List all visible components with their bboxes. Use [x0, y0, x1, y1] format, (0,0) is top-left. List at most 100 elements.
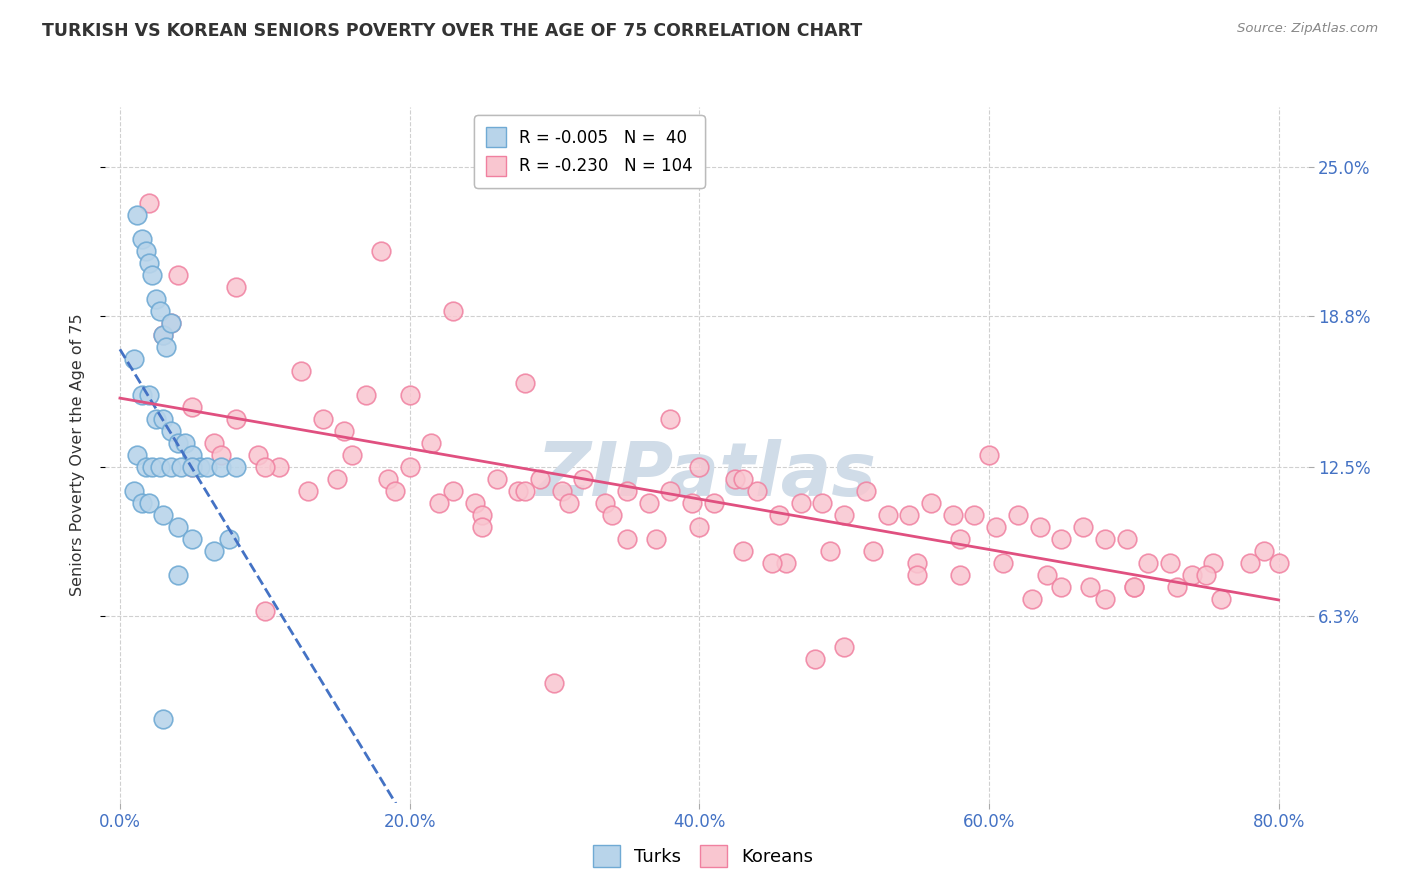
Point: [124, 483, 146, 498]
Point: [1115, 532, 1137, 546]
Point: [688, 459, 710, 474]
Point: [572, 472, 595, 486]
Point: [188, 459, 211, 474]
Point: [155, 340, 177, 354]
Point: [1021, 591, 1043, 606]
Point: [141, 268, 163, 282]
Point: [515, 483, 537, 498]
Point: [1122, 580, 1144, 594]
Point: [963, 508, 986, 522]
Point: [253, 459, 276, 474]
Text: Source: ZipAtlas.com: Source: ZipAtlas.com: [1237, 22, 1378, 36]
Point: [637, 496, 659, 510]
Point: [124, 351, 146, 366]
Point: [1267, 556, 1289, 570]
Point: [333, 424, 356, 438]
Point: [659, 483, 682, 498]
Point: [515, 376, 537, 390]
Point: [1050, 532, 1073, 546]
Point: [354, 388, 377, 402]
Point: [1253, 544, 1275, 558]
Point: [832, 508, 855, 522]
Point: [1078, 580, 1101, 594]
Point: [681, 496, 703, 510]
Point: [862, 544, 884, 558]
Point: [152, 412, 174, 426]
Point: [942, 508, 965, 522]
Point: [127, 448, 149, 462]
Point: [747, 483, 769, 498]
Point: [145, 292, 167, 306]
Point: [167, 567, 190, 582]
Point: [377, 472, 399, 486]
Text: ZIPatlas: ZIPatlas: [537, 439, 876, 512]
Point: [731, 472, 754, 486]
Point: [1195, 567, 1218, 582]
Point: [471, 520, 494, 534]
Point: [141, 459, 163, 474]
Point: [167, 268, 190, 282]
Point: [159, 459, 181, 474]
Point: [550, 483, 572, 498]
Point: [1036, 567, 1059, 582]
Point: [340, 448, 363, 462]
Point: [138, 496, 160, 510]
Point: [1007, 508, 1029, 522]
Point: [209, 459, 232, 474]
Legend: Turks, Koreans: Turks, Koreans: [586, 838, 820, 874]
Point: [441, 483, 464, 498]
Point: [269, 459, 291, 474]
Point: [290, 364, 312, 378]
Point: [420, 436, 443, 450]
Point: [195, 459, 218, 474]
Point: [209, 448, 232, 462]
Point: [181, 532, 204, 546]
Point: [149, 304, 172, 318]
Point: [688, 520, 710, 534]
Point: [949, 567, 972, 582]
Point: [398, 459, 420, 474]
Point: [181, 448, 204, 462]
Point: [1071, 520, 1094, 534]
Point: [905, 567, 928, 582]
Point: [152, 508, 174, 522]
Point: [471, 508, 494, 522]
Y-axis label: Seniors Poverty Over the Age of 75: Seniors Poverty Over the Age of 75: [70, 314, 84, 596]
Point: [398, 388, 420, 402]
Point: [167, 520, 190, 534]
Point: [370, 244, 392, 258]
Point: [225, 459, 247, 474]
Point: [1050, 580, 1073, 594]
Point: [616, 483, 638, 498]
Point: [152, 712, 174, 726]
Point: [427, 496, 450, 510]
Point: [659, 412, 682, 426]
Point: [920, 496, 942, 510]
Point: [558, 496, 581, 510]
Point: [768, 508, 790, 522]
Point: [127, 208, 149, 222]
Point: [202, 544, 225, 558]
Point: [131, 388, 153, 402]
Point: [138, 196, 160, 211]
Point: [174, 436, 197, 450]
Point: [181, 459, 204, 474]
Point: [876, 508, 898, 522]
Point: [1094, 591, 1116, 606]
Point: [152, 328, 174, 343]
Point: [1159, 556, 1181, 570]
Point: [543, 676, 565, 690]
Point: [464, 496, 486, 510]
Point: [529, 472, 551, 486]
Point: [149, 459, 172, 474]
Point: [131, 232, 153, 246]
Point: [181, 459, 204, 474]
Legend: R = -0.005   N =  40, R = -0.230   N = 104: R = -0.005 N = 40, R = -0.230 N = 104: [474, 115, 704, 187]
Point: [326, 472, 349, 486]
Point: [1122, 580, 1144, 594]
Point: [159, 424, 181, 438]
Point: [138, 256, 160, 270]
Point: [1209, 591, 1232, 606]
Point: [152, 328, 174, 343]
Point: [312, 412, 335, 426]
